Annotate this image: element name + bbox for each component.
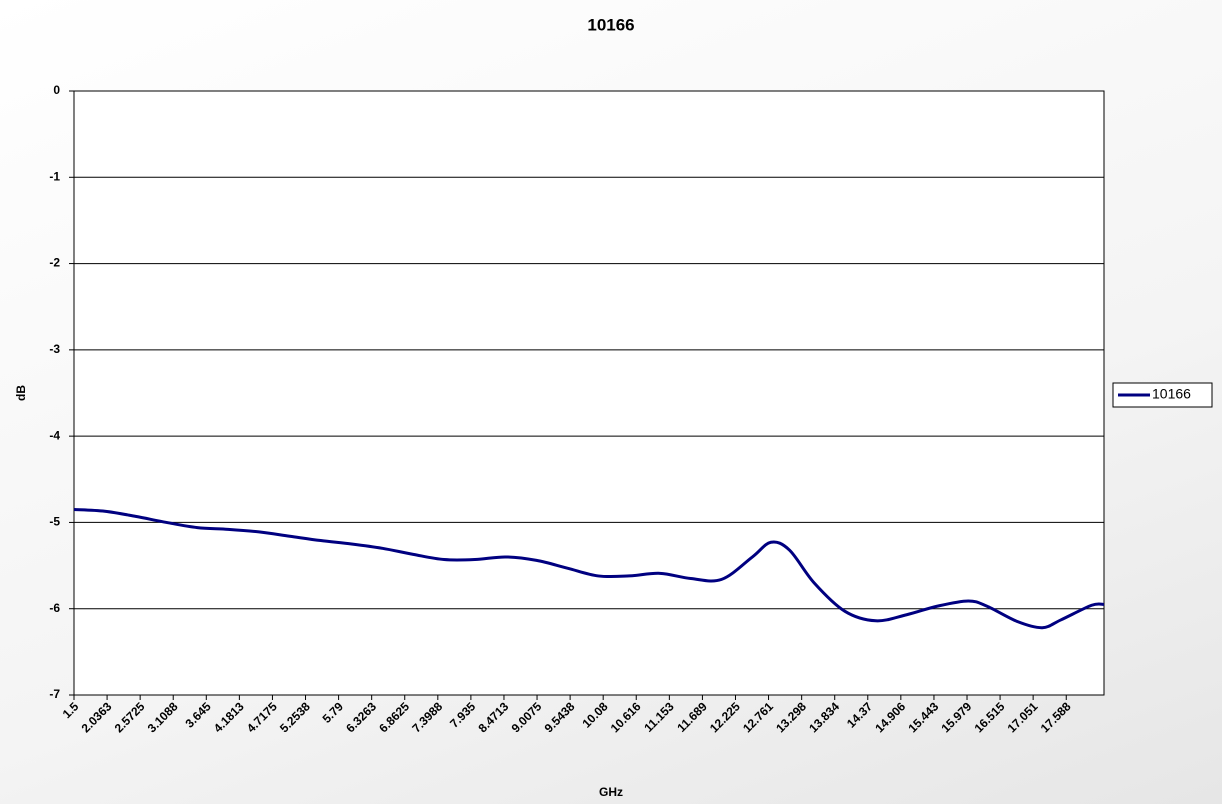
y-tick-label: -7 [49, 687, 60, 701]
x-tick-label: 11.153 [641, 699, 677, 735]
x-tick-label: 13.298 [773, 699, 809, 735]
x-tick-label: 4.1813 [211, 699, 247, 735]
x-tick-label: 12.225 [707, 699, 743, 735]
legend-label: 10166 [1152, 386, 1191, 402]
x-tick-label: 14.906 [872, 699, 908, 735]
x-tick-label: 9.5438 [542, 699, 578, 735]
x-tick-label: 1.5 [60, 699, 82, 721]
x-tick-label: 3.1088 [145, 699, 181, 735]
data-line [73, 507, 1105, 630]
x-tick-label: 17.588 [1038, 699, 1074, 735]
x-tick-label: 7.3988 [409, 699, 445, 735]
x-tick-label: 6.3263 [343, 699, 379, 735]
x-tick-label: 5.79 [320, 699, 347, 726]
y-axis-label: dB [14, 385, 28, 401]
y-tick-label: -3 [49, 342, 60, 356]
y-tick-label: -4 [49, 428, 60, 442]
x-tick-label: 10.08 [579, 699, 610, 730]
x-tick-label: 2.5725 [112, 699, 148, 735]
y-tick-label: -1 [49, 169, 60, 183]
x-tick-label: 15.979 [939, 699, 975, 735]
x-tick-label: 11.689 [674, 699, 710, 735]
x-tick-label: 17.051 [1005, 699, 1041, 735]
chart-title: 10166 [587, 15, 634, 34]
x-tick-label: 12.761 [740, 699, 776, 735]
x-tick-label: 15.443 [905, 699, 941, 735]
x-tick-label: 10.616 [608, 699, 644, 735]
y-tick-label: 0 [53, 83, 60, 97]
y-tick-label: -5 [49, 515, 60, 529]
x-tick-label: 16.515 [972, 699, 1008, 735]
x-tick-label: 8.4713 [475, 699, 511, 735]
y-tick-label: -2 [49, 256, 60, 270]
x-tick-label: 4.7175 [244, 699, 280, 735]
x-tick-label: 3.645 [183, 699, 214, 730]
x-tick-label: 5.2538 [277, 699, 313, 735]
x-tick-label: 14.37 [844, 699, 875, 730]
x-tick-label: 7.935 [447, 699, 478, 730]
x-tick-label: 9.0075 [509, 699, 545, 735]
x-tick-label: 13.834 [806, 699, 842, 735]
x-tick-label: 6.8625 [376, 699, 412, 735]
y-tick-label: -6 [49, 601, 60, 615]
x-tick-label: 2.0363 [79, 699, 115, 735]
x-axis-label: GHz [599, 785, 623, 799]
plot-area [73, 90, 1105, 696]
